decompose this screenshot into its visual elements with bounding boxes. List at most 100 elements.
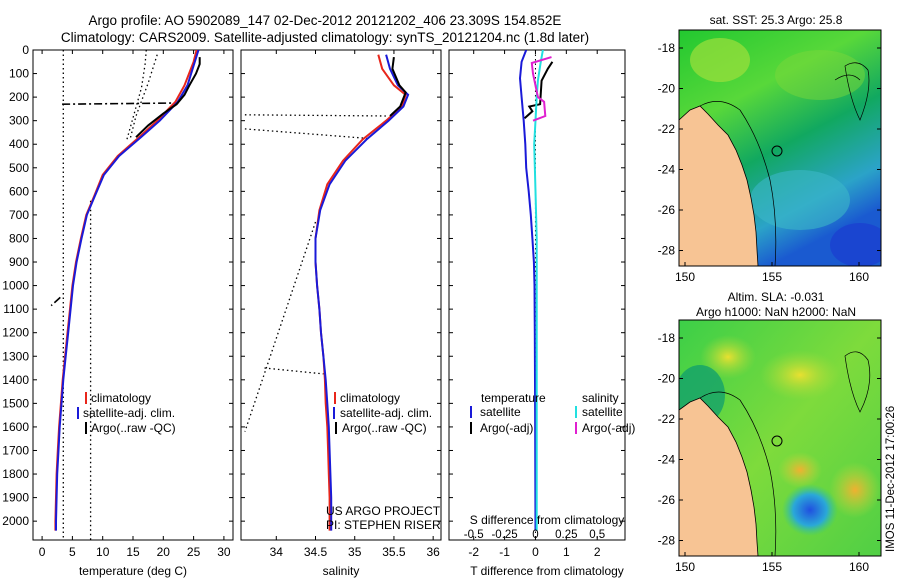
lat-tick-label: -28: [658, 244, 676, 258]
salinity-plot: [244, 54, 410, 531]
legend-label-satellite: satellite-adj. clim.: [83, 406, 175, 420]
depth-tick-label: 900: [9, 255, 29, 269]
sst-contour: [844, 62, 870, 121]
t-diff-xlabel: T difference from climatology: [470, 564, 624, 578]
depth-tick-label: 1500: [2, 396, 29, 410]
qc-envelope-line: [244, 221, 317, 432]
depth-tick-label: 100: [9, 67, 29, 81]
lat-tick-label: -28: [658, 534, 676, 548]
temperature-legend: climatology satellite-adj. clim. Argo(..…: [77, 391, 176, 435]
x-tick-label: 30: [217, 545, 231, 559]
temperature-x-axis: 0 5 10 15 20 25 30: [39, 50, 231, 559]
lat-tick-label: -26: [658, 203, 676, 217]
s-diff-tick-label: 0.25: [555, 529, 577, 541]
lat-tick-label: -18: [658, 41, 676, 55]
sst-map-axes: -18 -20 -22 -24 -26 -28 150 155 160: [658, 41, 881, 284]
s-diff-tick-label: 0: [532, 529, 538, 541]
x-tick-label: 0: [532, 545, 539, 559]
sla-patch: [829, 462, 881, 518]
argo-raw-segment: [62, 102, 179, 105]
legend-header-temperature: temperature: [481, 391, 546, 405]
depth-tick-label: 600: [9, 184, 29, 198]
sst-patch: [830, 223, 881, 266]
x-tick-label: 5: [69, 545, 76, 559]
temperature-satellite-line: [55, 50, 200, 531]
s-diff-argo-line: [530, 56, 552, 122]
depth-tick-label: 1400: [2, 373, 29, 387]
sst-patch: [690, 38, 750, 82]
sla-map-title-2: Argo h1000: NaN h2000: NaN: [696, 305, 856, 319]
pi-label: PI: STEPHEN RISER: [326, 518, 441, 532]
sla-map-frame: [678, 319, 882, 557]
x-tick-label: -1: [499, 545, 510, 559]
difference-x-axis: -2 -1 0 1 2 -0.5 -0.25 0 0.25 0.5: [464, 50, 605, 559]
legend-label-t-satellite: satellite: [480, 405, 521, 419]
depth-tick-label: 300: [9, 114, 29, 128]
sla-contour: [699, 391, 777, 556]
salinity-argo-line: [389, 56, 407, 117]
sst-patch: [750, 170, 850, 230]
depth-tick-label: 1700: [2, 443, 29, 457]
lat-tick-label: -22: [658, 122, 676, 136]
depth-tick-label: 500: [9, 161, 29, 175]
argo-raw-segment: [50, 296, 61, 307]
lat-tick-label: -24: [658, 453, 676, 467]
sla-map-axes: -18 -20 -22 -24 -26 -28 150 155 160: [658, 331, 881, 574]
depth-tick-label: 1300: [2, 349, 29, 363]
project-label: US ARGO PROJECT: [326, 504, 441, 518]
s-diff-tick-label: 0.5: [589, 529, 605, 541]
legend-label-t-argo: Argo(-adj): [480, 421, 533, 435]
x-tick-label: 15: [126, 545, 140, 559]
s-diff-satellite-line: [533, 50, 544, 531]
sla-contour: [844, 351, 871, 413]
sla-argo-marker: [771, 435, 783, 447]
x-tick-label: 0: [39, 545, 46, 559]
lat-tick-label: -26: [658, 493, 676, 507]
legend-label-climatology: climatology: [91, 391, 151, 405]
depth-tick-label: 1900: [2, 491, 29, 505]
lat-tick-label: -22: [658, 412, 676, 426]
difference-legend: temperature salinity satellite Argo(-adj…: [470, 391, 635, 435]
temperature-xlabel: temperature (deg C): [79, 564, 187, 578]
salinity-x-axis: 34 34.5 35 35.5 36: [270, 50, 440, 559]
lon-tick-label: 150: [675, 270, 695, 284]
difference-plot: [518, 50, 554, 540]
depth-tick-label: 400: [9, 137, 29, 151]
sla-patch: [782, 484, 838, 536]
sst-patch: [775, 50, 865, 100]
x-tick-label: 34: [270, 545, 284, 559]
legend-label-climatology: climatology: [340, 391, 400, 405]
depth-tick-label: 1100: [3, 302, 29, 316]
x-tick-label: 34.5: [304, 545, 328, 559]
salinity-xlabel: salinity: [323, 564, 360, 578]
sla-map: [679, 320, 881, 556]
x-tick-label: 35: [348, 545, 362, 559]
title-line-2: Climatology: CARS2009. Satellite-adjuste…: [61, 30, 589, 45]
depth-tick-label: 1000: [2, 279, 29, 293]
qc-envelope-line: [126, 50, 147, 140]
depth-axis: 0 100 200 300 400 500 600 700 800 900 1000 1100 1200…: [2, 43, 625, 528]
x-tick-label: 36: [426, 545, 440, 559]
timestamp-stamp: IMOS 11-Dec-2012 17:00:26: [885, 406, 897, 552]
title-line-1: Argo profile: AO 5902089_147 02-Dec-2012…: [89, 13, 562, 28]
depth-tick-label: 1600: [2, 420, 29, 434]
legend-label-s-satellite: satellite: [582, 405, 623, 419]
depth-tick-label: 1200: [2, 326, 29, 340]
s-diff-tick-label: -0.25: [491, 529, 517, 541]
salinity-axes: [240, 49, 442, 541]
lon-tick-label: 150: [675, 560, 695, 574]
sla-map-title-1: Altim. SLA: -0.031: [728, 290, 825, 304]
legend-label-satellite: satellite-adj. clim.: [340, 406, 432, 420]
legend-label-s-argo: Argo(-adj): [582, 421, 635, 435]
sla-patch: [760, 350, 840, 400]
sst-land: [679, 105, 759, 266]
sst-contour: [834, 74, 861, 81]
lon-tick-label: 155: [762, 560, 782, 574]
legend-label-argo: Argo(..raw -QC): [342, 421, 427, 435]
s-diff-xlabel: S difference from climatology: [470, 513, 625, 527]
x-tick-label: 25: [187, 545, 201, 559]
lon-tick-label: 160: [849, 560, 869, 574]
lat-tick-label: -18: [658, 331, 676, 345]
x-tick-label: 1: [563, 545, 570, 559]
